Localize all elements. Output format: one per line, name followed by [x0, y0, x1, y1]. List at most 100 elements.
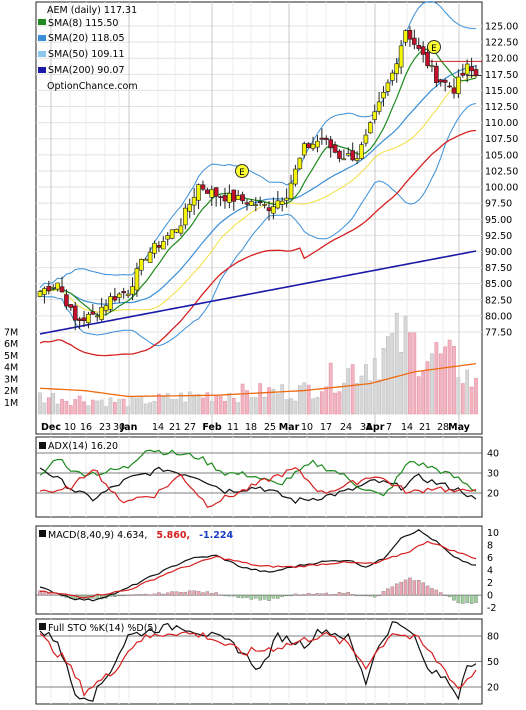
volume-bar: [289, 398, 293, 415]
macd-tick-label: 4: [487, 566, 493, 577]
macd-histogram-bar: [474, 594, 478, 603]
macd-histogram-bar: [201, 592, 205, 596]
volume-bar: [460, 383, 465, 415]
macd-histogram-bar: [258, 594, 262, 601]
candle-body: [363, 134, 369, 144]
time-tick-label: Jan: [120, 422, 138, 433]
candle-body: [403, 30, 408, 43]
candle-body: [328, 139, 333, 149]
volume-bar: [293, 400, 298, 415]
volume-tick-label: 2M: [4, 386, 18, 397]
volume-bar: [117, 399, 122, 415]
macd-histogram-bar: [333, 593, 337, 596]
candle-body: [130, 286, 135, 295]
price-tick-label: 117.50: [485, 70, 518, 81]
volume-bar: [95, 400, 100, 415]
adx-series-line: [39, 449, 477, 497]
time-tick-label: 10: [64, 422, 76, 433]
adx-label: ADX(14) 16.20: [48, 441, 118, 452]
volume-bar: [60, 399, 64, 415]
volume-bar: [165, 393, 170, 415]
price-tick-label: 80.00: [485, 311, 512, 322]
time-tick-label: 23: [99, 422, 111, 433]
macd-hist-value: -1.224: [199, 530, 233, 541]
volume-tick-label: 1M: [4, 398, 18, 409]
volume-bar: [209, 401, 214, 415]
macd-histogram-bar: [196, 591, 201, 596]
candle-body: [103, 305, 109, 311]
earnings-marker-label: E: [239, 168, 245, 178]
volume-bar: [434, 342, 439, 415]
candle-body: [46, 285, 52, 292]
macd-histogram-bar: [430, 588, 434, 596]
macd-tick-label: 0: [487, 591, 493, 602]
macd-histogram-bar: [271, 594, 276, 599]
volume-tick-label: 6M: [4, 339, 18, 350]
sto-label: Full STO %K(14) %D(5): [48, 623, 157, 634]
candle-body: [99, 306, 104, 320]
macd-histogram-bar: [95, 594, 100, 599]
candle-body: [156, 245, 162, 248]
macd-histogram-bar: [157, 592, 161, 596]
candle-body: [125, 293, 131, 296]
volume-bar: [245, 390, 249, 415]
macd-panel-frame: [35, 525, 483, 615]
grid: [36, 2, 482, 704]
candle-body: [257, 201, 263, 204]
candle-body: [205, 189, 210, 194]
axis-labels: 125.00 122.50 120.00 117.50 115.00 112.50 110.…: [4, 22, 518, 694]
volume-bar: [231, 397, 236, 415]
volume-bar: [130, 396, 135, 415]
macd-histogram-bar: [447, 594, 452, 598]
legend-sma50: SMA(50) 109.11: [48, 49, 125, 60]
volume-bar: [469, 386, 474, 415]
time-tick-label: 27: [184, 422, 196, 433]
candle-body: [301, 143, 307, 156]
candle-body: [297, 157, 303, 170]
candle-body: [337, 150, 342, 159]
candle-body: [279, 200, 285, 205]
volume-bar: [342, 382, 346, 415]
adx-series-line: [39, 466, 477, 508]
candle-body: [341, 158, 347, 161]
candle-body: [138, 259, 144, 271]
macd-histogram-bar: [416, 580, 421, 596]
candle-body: [213, 187, 219, 197]
volume-bar: [364, 364, 368, 415]
macd-histogram-bar: [346, 591, 351, 596]
macd-histogram-bar: [350, 594, 355, 596]
macd-histogram-bar: [148, 594, 152, 596]
price-overlays: [39, 0, 482, 357]
macd-histogram-bar: [38, 590, 42, 596]
candle-body: [434, 65, 439, 83]
macd-histogram-bar: [254, 594, 258, 599]
volume-bar: [381, 347, 386, 415]
macd-histogram-bar: [390, 586, 395, 596]
candle-body: [253, 204, 259, 206]
macd-histogram-bar: [280, 594, 284, 598]
watermark: OptionChance.com: [47, 81, 138, 92]
price-tick-label: 122.50: [485, 38, 518, 49]
macd-histogram-bar: [306, 593, 311, 596]
volume-bar: [355, 382, 359, 415]
time-tick-label: 14: [401, 422, 413, 433]
candle-body: [376, 101, 382, 112]
volume-bar: [148, 402, 152, 415]
volume-bar: [104, 406, 108, 415]
indicator-lines: [36, 449, 482, 702]
macd-histogram-bar: [214, 592, 218, 596]
macd-histogram-bar: [51, 594, 55, 596]
candle-body: [77, 318, 82, 321]
volume-bar: [77, 395, 82, 415]
price-tick-label: 85.00: [485, 279, 512, 290]
candle-body: [231, 189, 237, 202]
volume-bar: [275, 393, 280, 415]
macd-histogram-bar: [240, 594, 245, 599]
volume-bar: [55, 403, 60, 415]
price-tick-label: 125.00: [485, 22, 518, 33]
macd-histogram-bar: [218, 594, 223, 596]
price-tick-label: 102.50: [485, 166, 518, 177]
sma200-line: [39, 250, 477, 335]
time-tick-label: 30: [113, 422, 125, 433]
